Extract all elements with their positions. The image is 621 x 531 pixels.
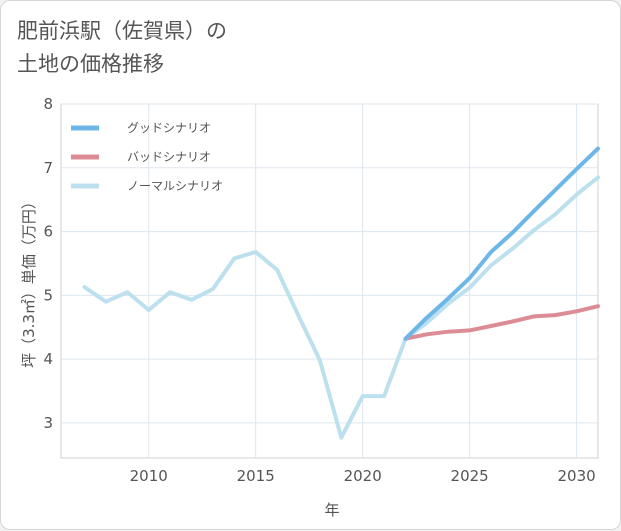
legend-label: バッドシナリオ xyxy=(127,150,211,164)
x-tick-label: 2010 xyxy=(130,467,168,485)
y-axis-title: 坪（3.3㎡）単価（万円） xyxy=(20,194,38,368)
y-tick-label: 4 xyxy=(43,350,53,368)
plot-area xyxy=(60,103,600,459)
x-axis-ticks: 2010 2015 2020 2025 2030 xyxy=(130,467,596,485)
legend-label: ノーマルシナリオ xyxy=(127,179,223,193)
chart-title: 肥前浜駅（佐賀県）の 土地の価格推移 xyxy=(17,15,227,81)
x-tick-label: 2015 xyxy=(237,467,275,485)
series-line-good xyxy=(403,146,600,341)
y-tick-label: 3 xyxy=(43,414,53,432)
grid-lines xyxy=(61,103,598,458)
y-tick-label: 5 xyxy=(43,286,53,304)
x-tick-label: 2025 xyxy=(451,467,489,485)
x-tick-label: 2020 xyxy=(344,467,382,485)
y-tick-label: 8 xyxy=(43,95,53,113)
x-axis-title: 年 xyxy=(324,501,339,519)
y-tick-label: 6 xyxy=(43,223,53,241)
x-tick-label: 2030 xyxy=(558,467,596,485)
legend-label: グッドシナリオ xyxy=(127,121,211,135)
y-axis-ticks: 3 4 5 6 7 8 xyxy=(43,95,53,432)
series-line-bad xyxy=(403,304,600,341)
y-tick-label: 7 xyxy=(43,159,53,177)
series-line-normal xyxy=(82,175,600,440)
chart-title-line-2: 土地の価格推移 xyxy=(17,52,164,76)
chart-title-line-1: 肥前浜駅（佐賀県）の xyxy=(17,19,227,43)
series-lines xyxy=(82,146,600,440)
